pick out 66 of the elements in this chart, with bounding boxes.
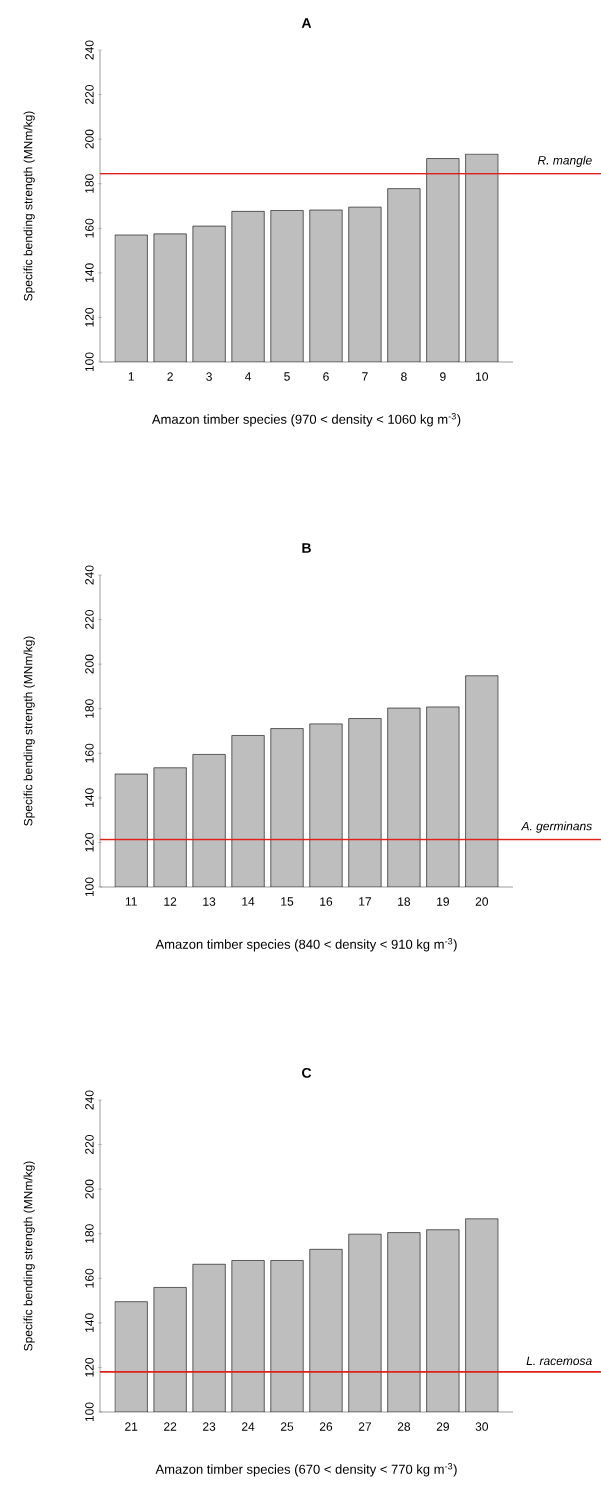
x-tick-label: 28	[397, 1422, 411, 1431]
x-tick-label: 11	[125, 897, 137, 906]
x-tick-label: 4	[245, 372, 252, 381]
x-tick-label: 12	[164, 897, 177, 906]
y-tick-label: 180	[85, 699, 94, 718]
x-tick-label: 14	[242, 897, 255, 906]
y-axis-title: Specific bending strength (MNm/kg)	[23, 636, 35, 826]
y-tick-label: 220	[85, 85, 94, 104]
x-axis-title: Amazon timber species (670 < density < 770 kg m$^{-3}$)	[155, 1463, 457, 1477]
ref-line-label: A. germinans	[520, 821, 592, 833]
ref-line-label: R. mangle	[537, 155, 592, 167]
x-axis-title: Amazon timber species (840 < density < 910 kg m$^{-3}$)	[155, 938, 457, 952]
y-tick-label: 140	[85, 788, 94, 807]
x-axis-title: Amazon timber species (970 < density < 1060 kg m$^{-3}$)	[151, 413, 461, 427]
x-tick-label: 8	[401, 372, 407, 381]
x-tick-label: 16	[320, 897, 333, 906]
x-tick-label: 13	[203, 897, 216, 906]
x-tick-label: 19	[437, 897, 449, 906]
x-tick-label: 5	[284, 372, 290, 381]
x-tick-label: 30	[475, 1422, 489, 1431]
chart-title: C	[302, 1067, 312, 1078]
x-tick-label: 1	[128, 372, 134, 381]
y-tick-label: 100	[85, 1402, 94, 1422]
x-tick-label: 29	[436, 1422, 449, 1431]
y-tick-label: 200	[85, 654, 94, 674]
y-tick-label: 200	[85, 1179, 94, 1199]
y-tick-label: 120	[85, 307, 94, 327]
y-tick-label: 160	[85, 218, 94, 238]
y-tick-label: 240	[85, 565, 94, 585]
y-tick-label: 100	[85, 352, 94, 372]
y-tick-label: 160	[85, 743, 94, 763]
y-tick-label: 220	[85, 610, 94, 629]
y-tick-label: 160	[85, 1268, 94, 1288]
x-tick-label: 20	[475, 897, 489, 906]
x-tick-label: 25	[280, 1422, 294, 1431]
x-tick-label: 7	[362, 372, 368, 381]
x-tick-label: 3	[206, 372, 212, 381]
ref-line-label: L. racemosa	[526, 1356, 592, 1366]
y-tick-label: 180	[85, 174, 94, 193]
y-tick-label: 100	[85, 877, 94, 897]
chart-title: A	[301, 18, 312, 28]
y-tick-label: 240	[85, 40, 94, 60]
y-axis-title: Specific bending strength (MNm/kg)	[23, 1161, 35, 1351]
y-tick-label: 120	[85, 1357, 94, 1377]
x-tick-label: 23	[203, 1422, 216, 1431]
x-tick-label: 26	[319, 1422, 333, 1431]
y-tick-label: 240	[85, 1090, 94, 1110]
x-tick-label: 24	[241, 1422, 255, 1431]
chart-title: B	[302, 543, 311, 553]
y-tick-label: 120	[85, 832, 94, 852]
y-tick-label: 140	[85, 263, 94, 282]
x-tick-label: 22	[164, 1422, 177, 1431]
y-axis-title: Specific bending strength (MNm/kg)	[23, 111, 35, 301]
x-tick-label: 15	[281, 897, 294, 906]
x-tick-label: 17	[359, 897, 372, 906]
y-tick-label: 200	[85, 129, 94, 149]
x-tick-label: 9	[440, 372, 446, 381]
y-tick-label: 220	[85, 1135, 94, 1154]
x-tick-label: 21	[125, 1422, 138, 1431]
y-tick-label: 140	[85, 1313, 94, 1332]
x-tick-label: 10	[476, 372, 489, 381]
x-tick-label: 18	[398, 897, 411, 906]
x-tick-label: 27	[358, 1422, 372, 1431]
x-tick-label: 6	[323, 372, 329, 381]
x-tick-label: 2	[167, 372, 173, 381]
y-tick-label: 180	[85, 1224, 94, 1243]
